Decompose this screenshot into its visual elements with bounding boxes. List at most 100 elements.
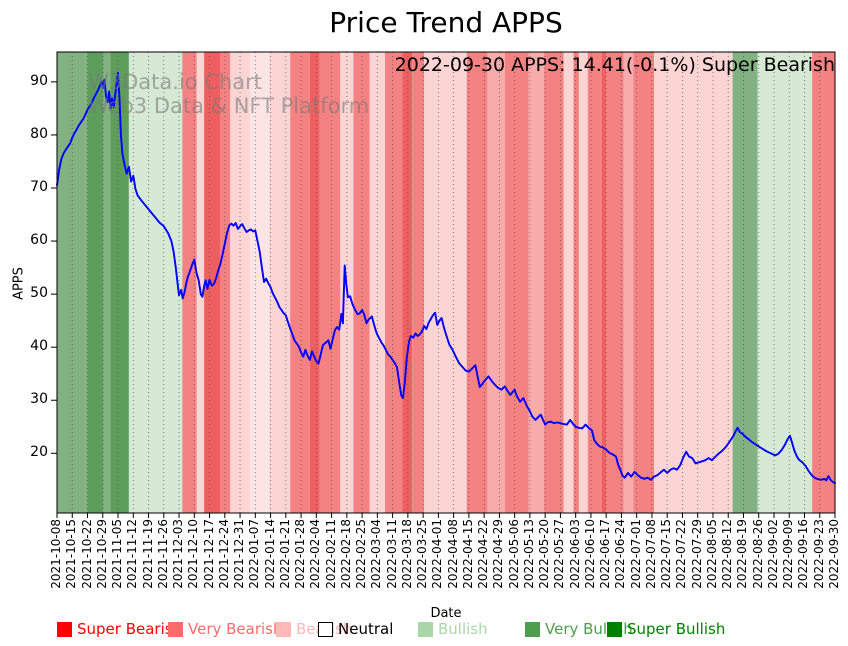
- x-tick-label: 2022-01-21: [277, 519, 292, 589]
- annotation-label: 2022-09-30 APPS: 14.41(-0.1%) Super Bear…: [394, 54, 835, 76]
- sentiment-band-bearish: [369, 52, 385, 513]
- x-axis-label: Date: [430, 606, 462, 621]
- sentiment-band-super_bearish: [412, 52, 425, 513]
- x-tick-label: 2022-08-26: [750, 519, 765, 589]
- legend-swatch: [418, 621, 433, 637]
- legend-label: Neutral: [338, 620, 394, 638]
- x-tick-label: 2022-08-12: [720, 519, 735, 589]
- x-tick-label: 2021-12-31: [232, 519, 247, 589]
- x-tick-label: 2021-11-12: [125, 519, 140, 589]
- legend-item-super-bullish: Super Bullish: [607, 620, 725, 638]
- x-tick-label: 2022-07-15: [659, 519, 674, 589]
- legend-item-very-bearish: Very Bearish: [168, 620, 283, 638]
- sentiment-band-bullish: [757, 52, 813, 513]
- plot-border: [56, 51, 836, 514]
- x-tick-label: 2022-01-07: [247, 519, 262, 589]
- sentiment-band-bearish: [269, 52, 291, 513]
- y-tick-label: 60: [30, 232, 48, 249]
- x-tick-label: 2022-09-09: [781, 519, 796, 589]
- legend-swatch: [276, 621, 291, 637]
- sentiment-band-bearish: [196, 52, 205, 513]
- x-tick-label: 2022-05-27: [552, 519, 567, 589]
- x-tick-label: 2021-11-19: [140, 519, 155, 589]
- sentiment-band-super_bearish: [402, 52, 413, 513]
- sentiment-band-super_bearish: [606, 52, 624, 513]
- sentiment-band-super_bearish: [220, 52, 231, 513]
- sentiment-band-super_bearish: [385, 52, 403, 513]
- sentiment-band-bearish: [563, 52, 574, 513]
- sentiment-band-super_bullish: [87, 52, 104, 513]
- y-tick-label: 30: [30, 391, 48, 408]
- sentiment-band-super_bearish: [633, 52, 655, 513]
- legend-label: Very Bearish: [188, 620, 283, 638]
- sentiment-band-super_bearish: [544, 52, 564, 513]
- x-tick-label: 2022-02-18: [338, 519, 353, 589]
- x-tick-label: 2022-09-30: [827, 519, 841, 589]
- legend-item-neutral: Neutral: [318, 620, 393, 638]
- y-tick-label: 20: [30, 444, 48, 461]
- price-line: [56, 71, 836, 484]
- sentiment-band-super_bearish: [466, 52, 488, 513]
- sentiment-band-bearish: [578, 52, 588, 513]
- x-tick-label: 2022-05-06: [506, 519, 521, 589]
- x-tick-label: 2022-03-04: [369, 519, 384, 589]
- x-tick-label: 2021-10-15: [64, 519, 79, 589]
- x-tick-label: 2022-07-01: [628, 519, 643, 589]
- x-tick-label: 2022-04-01: [430, 519, 445, 589]
- legend-swatch: [57, 621, 72, 637]
- legend-label: Super Bearish: [77, 620, 183, 638]
- x-tick-label: 2022-05-20: [537, 519, 552, 589]
- x-tick-label: 2021-12-03: [171, 519, 186, 589]
- x-tick-label: 2022-07-29: [689, 519, 704, 589]
- y-tick-label: 90: [30, 72, 48, 89]
- x-tick-label: 2022-06-24: [613, 519, 628, 589]
- sentiment-band-bullish: [128, 52, 183, 513]
- sentiment-band-bearish: [249, 52, 270, 513]
- x-tick-label: 2021-10-22: [79, 519, 94, 589]
- x-tick-label: 2022-03-11: [384, 519, 399, 589]
- x-tick-label: 2022-09-02: [765, 519, 780, 589]
- sentiment-band-super_bearish: [601, 52, 607, 513]
- x-tick-label: 2022-02-11: [323, 519, 338, 589]
- x-tick-label: 2022-07-22: [674, 519, 689, 589]
- legend-item-bullish: Bullish: [418, 620, 488, 638]
- x-tick-label: 2022-01-28: [293, 519, 308, 589]
- x-tick-label: 2022-03-18: [399, 519, 414, 589]
- x-tick-label: 2022-06-10: [582, 519, 597, 589]
- x-tick-label: 2022-08-19: [735, 519, 750, 589]
- sentiment-band-super_bearish: [290, 52, 310, 513]
- legend-label: Bullish: [438, 620, 488, 638]
- x-tick-label: 2022-04-08: [445, 519, 460, 589]
- x-tick-label: 2022-01-14: [262, 519, 277, 589]
- sentiment-band-very_bullish: [103, 52, 111, 513]
- legend-swatch: [318, 621, 333, 637]
- y-tick-label: 50: [30, 285, 48, 302]
- legend-label: Super Bullish: [627, 620, 726, 638]
- sentiment-band-very_bearish: [528, 52, 545, 513]
- sentiment-band-super_bearish: [504, 52, 529, 513]
- y-axis-label: APPS: [11, 267, 27, 300]
- x-tick-label: 2021-12-17: [201, 519, 216, 589]
- x-tick-label: 2021-11-26: [155, 519, 170, 589]
- legend-item-super-bearish: Super Bearish: [57, 620, 182, 638]
- x-tick-label: 2022-07-08: [643, 519, 658, 589]
- sentiment-band-bearish: [230, 52, 250, 513]
- x-tick-label: 2022-04-22: [476, 519, 491, 589]
- x-tick-label: 2021-12-10: [186, 519, 201, 589]
- x-tick-label: 2022-04-15: [460, 519, 475, 589]
- x-tick-label: 2022-02-04: [308, 519, 323, 589]
- y-tick-label: 70: [30, 179, 48, 195]
- sentiment-band-super_bearish: [812, 52, 835, 513]
- x-tick-label: 2021-11-05: [110, 519, 125, 589]
- sentiment-band-super_bearish: [353, 52, 370, 513]
- sentiment-band-super_bearish: [204, 52, 221, 513]
- sentiment-band-very_bearish: [487, 52, 505, 513]
- x-tick-label: 2022-05-13: [521, 519, 536, 589]
- x-tick-label: 2022-02-25: [354, 519, 369, 589]
- sentiment-band-super_bearish: [319, 52, 341, 513]
- sentiment-band-very_bullish: [57, 52, 88, 513]
- sentiment-band-super_bearish: [573, 52, 579, 513]
